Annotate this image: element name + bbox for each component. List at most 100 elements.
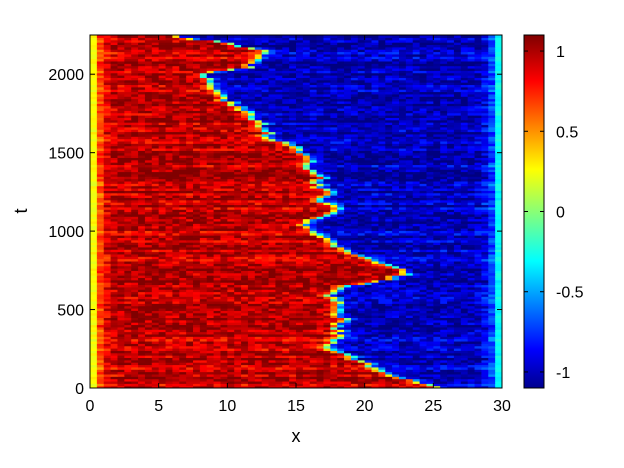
heatmap-cell	[481, 357, 489, 361]
heatmap-cell	[151, 340, 160, 344]
heatmap-cell	[138, 369, 146, 373]
heatmap-cell	[460, 319, 469, 323]
heatmap-cell	[172, 272, 180, 276]
heatmap-cell	[172, 256, 180, 260]
heatmap-cell	[460, 352, 469, 356]
heatmap-cell	[103, 380, 112, 384]
heatmap-cell	[433, 343, 441, 347]
heatmap-cell	[172, 249, 180, 253]
heatmap-cell	[433, 260, 441, 264]
heatmap-cell	[392, 265, 400, 269]
heatmap-cell	[117, 204, 125, 208]
heatmap-cell	[268, 338, 276, 342]
heatmap-cell	[337, 317, 345, 321]
heatmap-cell	[186, 385, 194, 388]
heatmap-cell	[467, 216, 476, 220]
heatmap-cell	[330, 206, 338, 210]
heatmap-cell	[453, 220, 462, 224]
heatmap-cell	[385, 192, 393, 196]
heatmap-cell	[254, 329, 263, 333]
heatmap-cell	[261, 246, 270, 250]
heatmap-cell	[193, 220, 201, 224]
heatmap-cell	[165, 291, 173, 295]
heatmap-cell	[186, 220, 194, 224]
heatmap-cell	[213, 293, 222, 297]
heatmap-cell	[90, 213, 98, 217]
heatmap-cell	[364, 267, 373, 271]
heatmap-cell	[172, 190, 180, 194]
heatmap-cell	[124, 190, 132, 194]
heatmap-cell	[495, 253, 502, 257]
heatmap-cell	[344, 216, 352, 220]
heatmap-cell	[117, 270, 125, 274]
heatmap-cell	[144, 331, 153, 335]
heatmap-cell	[378, 329, 386, 333]
heatmap-cell	[405, 213, 414, 217]
heatmap-cell	[186, 239, 194, 243]
heatmap-cell	[282, 204, 290, 208]
heatmap-cell	[453, 251, 462, 255]
heatmap-cell	[467, 371, 476, 375]
heatmap-cell	[220, 329, 228, 333]
heatmap-cell	[405, 218, 414, 222]
heatmap-cell	[309, 293, 318, 297]
heatmap-cell	[117, 307, 125, 311]
heatmap-cell	[289, 338, 297, 342]
heatmap-cell	[399, 206, 407, 210]
heatmap-cell	[337, 319, 345, 323]
heatmap-cell	[426, 220, 434, 224]
heatmap-cell	[289, 220, 297, 224]
heatmap-cell	[158, 267, 167, 271]
heatmap-cell	[350, 263, 359, 267]
heatmap-cell	[296, 265, 304, 269]
heatmap-cell	[344, 298, 352, 302]
heatmap-cell	[344, 209, 352, 213]
heatmap-cell	[227, 213, 235, 217]
heatmap-cell	[275, 225, 283, 229]
heatmap-cell	[213, 279, 222, 283]
heatmap-cell	[385, 343, 393, 347]
heatmap-cell	[419, 383, 428, 387]
heatmap-cell	[405, 258, 414, 262]
heatmap-cell	[234, 286, 242, 290]
heatmap-cell	[289, 305, 297, 309]
heatmap-cell	[234, 319, 242, 323]
heatmap-cell	[378, 347, 386, 351]
heatmap-cell	[399, 315, 407, 318]
heatmap-cell	[378, 246, 386, 250]
heatmap-cell	[268, 289, 276, 293]
heatmap-cell	[234, 331, 242, 335]
heatmap-cell	[151, 277, 160, 281]
heatmap-cell	[193, 293, 201, 297]
heatmap-cell	[172, 263, 180, 267]
heatmap-cell	[323, 293, 331, 297]
heatmap-cell	[495, 209, 502, 213]
heatmap-cell	[241, 376, 249, 380]
heatmap-cell	[371, 383, 379, 387]
heatmap-cell	[220, 293, 228, 297]
heatmap-cell	[440, 211, 448, 215]
heatmap-cell	[302, 317, 311, 321]
heatmap-cell	[399, 319, 407, 323]
heatmap-cell	[344, 256, 352, 260]
heatmap-cell	[144, 275, 153, 278]
heatmap-cell	[495, 362, 502, 366]
heatmap-cell	[138, 242, 146, 246]
heatmap-cell	[220, 265, 228, 269]
heatmap-cell	[110, 315, 119, 318]
heatmap-cell	[193, 232, 201, 236]
heatmap-cell	[481, 235, 489, 238]
heatmap-cell	[378, 195, 386, 198]
heatmap-cell	[364, 239, 373, 243]
heatmap-cell	[378, 300, 386, 304]
heatmap-cell	[302, 256, 311, 260]
heatmap-cell	[412, 260, 421, 264]
heatmap-cell	[241, 270, 249, 274]
heatmap-cell	[90, 296, 98, 300]
heatmap-cell	[179, 376, 187, 380]
heatmap-cell	[138, 258, 146, 262]
heatmap-cell	[323, 350, 331, 354]
heatmap-cell	[371, 267, 379, 271]
heatmap-cell	[268, 331, 276, 335]
heatmap-cell	[90, 265, 98, 269]
